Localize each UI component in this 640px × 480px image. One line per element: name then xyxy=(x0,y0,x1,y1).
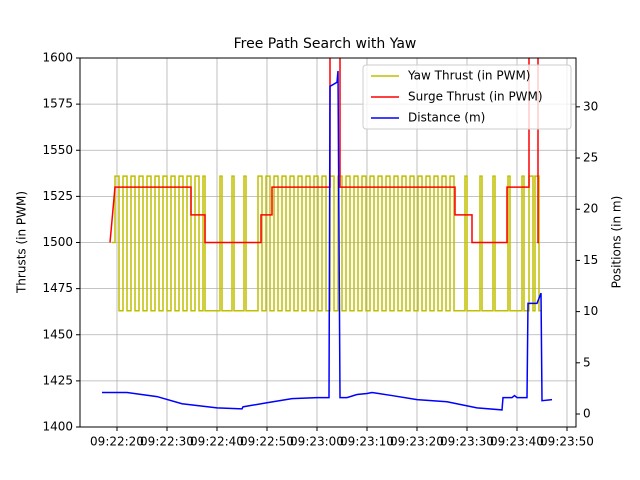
legend-label: Yaw Thrust (in PWM) xyxy=(407,69,530,83)
y2-tick-label: 0 xyxy=(583,406,591,420)
series-line xyxy=(109,58,539,244)
y2-tick-label: 30 xyxy=(583,99,598,113)
legend: Yaw Thrust (in PWM) Surge Thrust (in PWM)… xyxy=(362,64,572,130)
series-line xyxy=(102,70,553,411)
y2-tick-label: 20 xyxy=(583,202,598,216)
x-tick-label: 09:23:50 xyxy=(540,435,594,449)
y-tick-label: 1425 xyxy=(42,373,73,387)
legend-label: Surge Thrust (in PWM) xyxy=(408,90,543,104)
y2-tick-label: 10 xyxy=(583,304,598,318)
x-tick-label: 09:23:10 xyxy=(340,435,394,449)
y-axis-label: Thrusts (in PWM) xyxy=(15,191,29,294)
y2-tick-label: 25 xyxy=(583,151,598,165)
x-tick-label: 09:23:00 xyxy=(290,435,344,449)
chart-title: Free Path Search with Yaw xyxy=(234,36,417,52)
plot-area xyxy=(102,58,553,411)
y2-tick-label: 15 xyxy=(583,253,598,267)
series-line xyxy=(112,175,541,312)
y2-tick-label: 5 xyxy=(583,355,591,369)
y-tick-label: 1525 xyxy=(42,189,73,203)
y-tick-label: 1600 xyxy=(42,51,73,65)
y-tick-label: 1575 xyxy=(42,97,73,111)
y-tick-label: 1500 xyxy=(42,235,73,249)
x-tick-label: 09:23:30 xyxy=(440,435,494,449)
y-tick-label: 1475 xyxy=(42,281,73,295)
legend-box xyxy=(362,64,572,130)
x-tick-label: 09:22:50 xyxy=(240,435,294,449)
legend-label: Distance (m) xyxy=(408,111,485,125)
x-tick-label: 09:22:20 xyxy=(90,435,144,449)
y-tick-label: 1550 xyxy=(42,143,73,157)
y2-axis-label: Positions (in m) xyxy=(610,196,624,289)
y-tick-label: 1400 xyxy=(42,420,73,434)
y-tick-label: 1450 xyxy=(42,327,73,341)
x-tick-label: 09:22:30 xyxy=(140,435,194,449)
x-tick-label: 09:22:40 xyxy=(190,435,244,449)
x-tick-label: 09:23:20 xyxy=(390,435,444,449)
x-tick-label: 09:23:40 xyxy=(490,435,544,449)
